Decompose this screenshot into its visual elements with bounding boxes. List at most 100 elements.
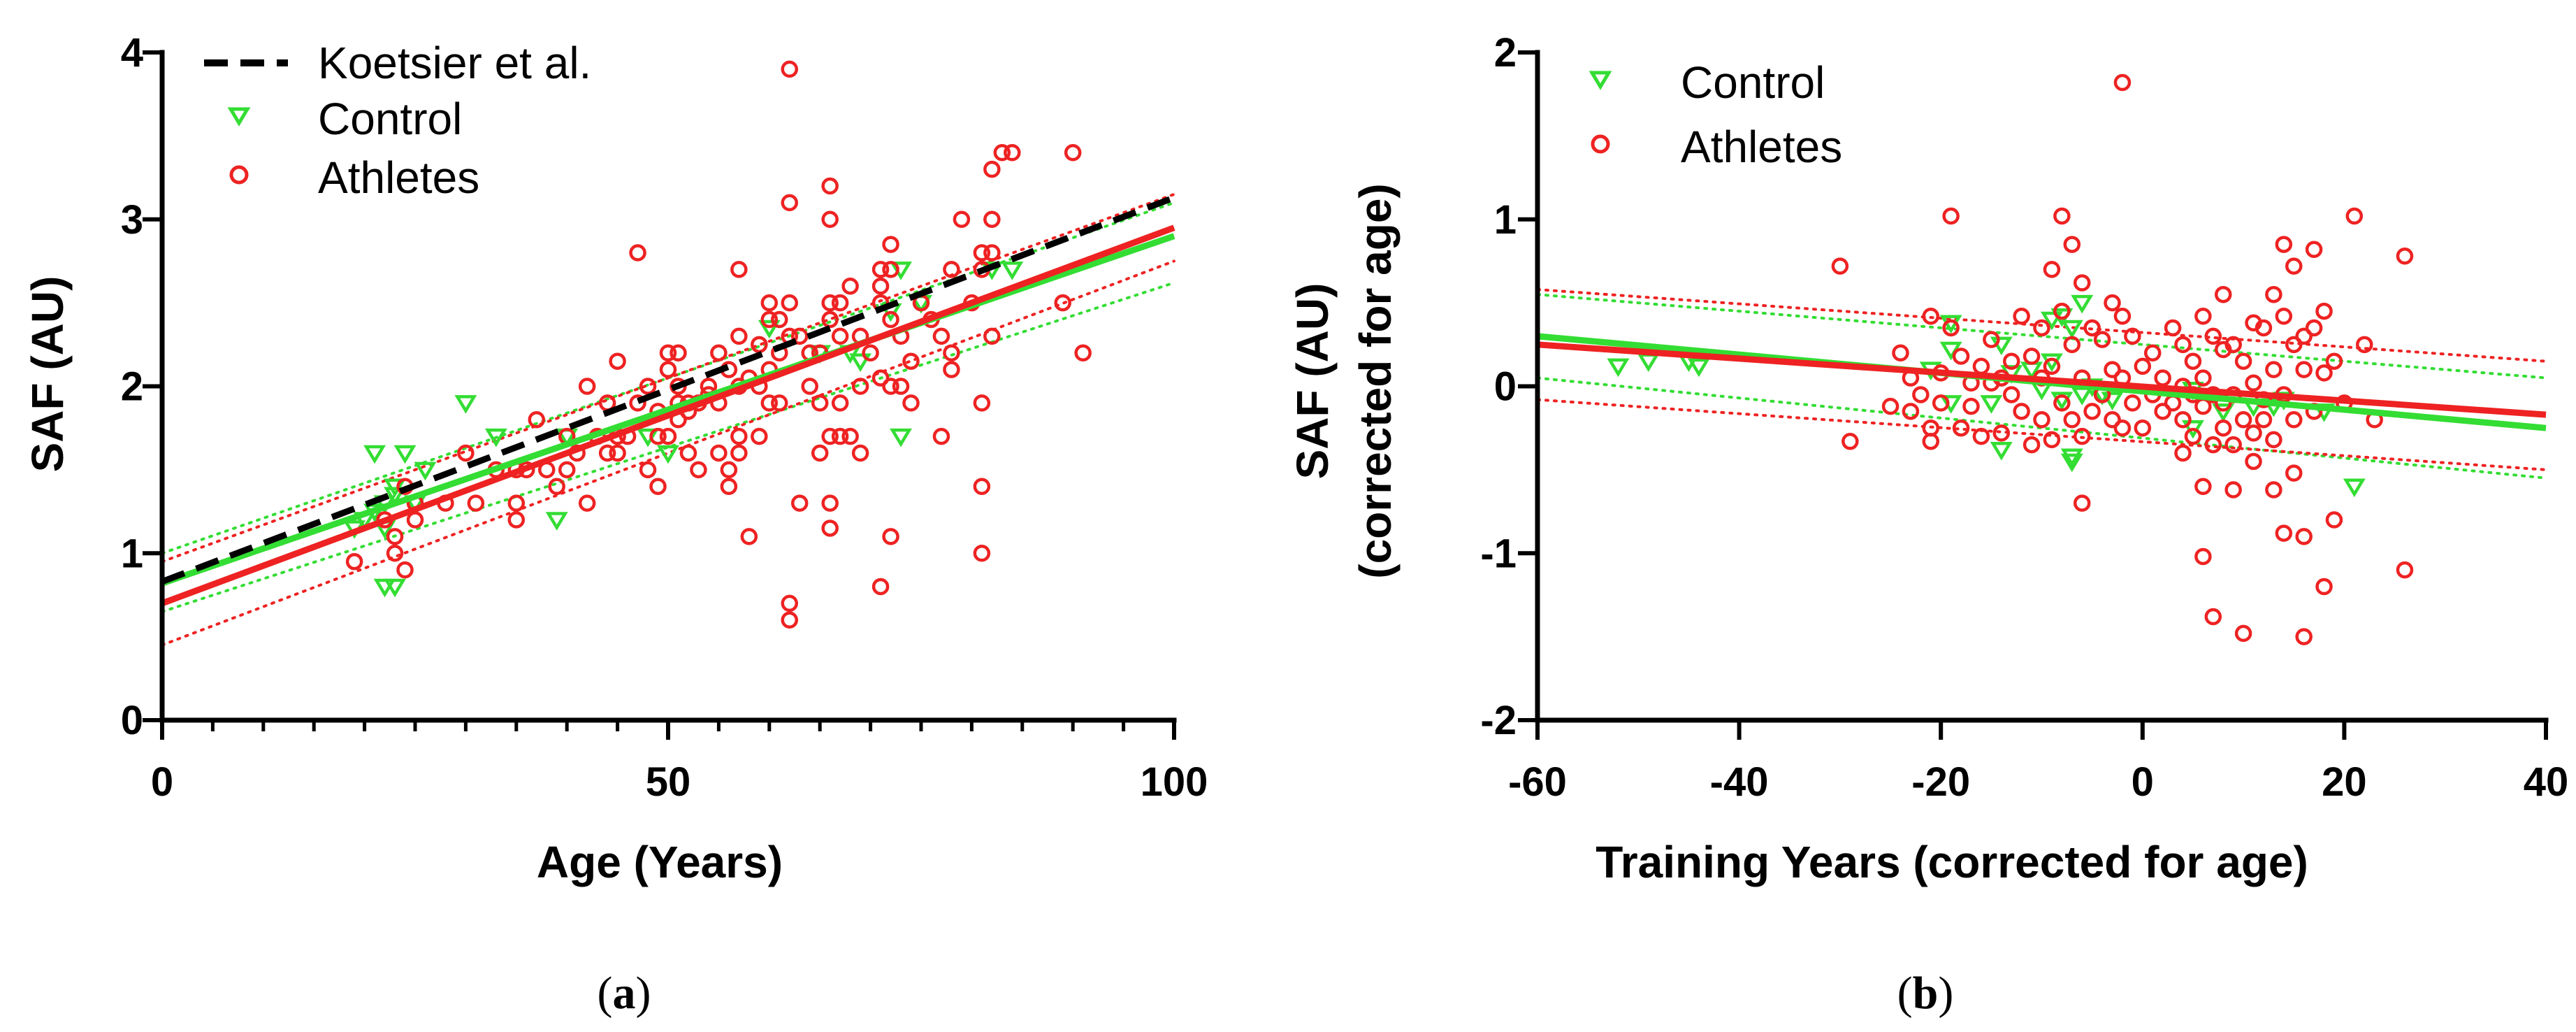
panel-b-y-tick-label: 0 bbox=[1494, 364, 1517, 410]
panel-b-control-point-3 bbox=[1687, 358, 1710, 378]
panel-a-athletes-point-92 bbox=[821, 427, 839, 445]
panel-b-athletes-point-61 bbox=[2143, 344, 2162, 361]
panel-a-athletes-point-52 bbox=[710, 344, 728, 361]
panel-b-caption-open: ( bbox=[1897, 968, 1913, 1019]
panel-b-athletes-point-15 bbox=[1952, 419, 1970, 437]
panel-b-athletes-point-110 bbox=[2285, 336, 2303, 354]
panel-b-athletes-point-98 bbox=[2255, 319, 2273, 337]
panel-a-athletes-point-16 bbox=[528, 411, 546, 429]
panel-a-athletes-point-32 bbox=[629, 394, 646, 412]
panel-b-x-axis-title: Training Years (corrected for age) bbox=[1595, 837, 2308, 887]
panel-b-control-point-8 bbox=[1980, 395, 2003, 414]
panel-a-x-tick-label: 50 bbox=[646, 759, 691, 805]
panel-a-y-tick-label: 2 bbox=[121, 364, 143, 410]
panel-a-athletes-point-125 bbox=[943, 361, 960, 378]
panel-a-control-point-25 bbox=[890, 428, 913, 447]
panel-a-athletes-point-111 bbox=[882, 261, 899, 278]
panel-a-athletes-point-103 bbox=[851, 444, 869, 462]
panel-b-athletes-point-47 bbox=[2083, 403, 2101, 420]
panel-b-athletes-point-44 bbox=[2073, 427, 2091, 445]
panel-b-athletes-point-82 bbox=[2204, 608, 2222, 626]
panel-a-athletes-point-126 bbox=[953, 210, 971, 228]
panel-a-x-tick-label: 100 bbox=[1141, 759, 1208, 805]
legend-control-label: Control bbox=[1681, 57, 1825, 108]
panel-b-athletes-point-90 bbox=[2224, 481, 2242, 499]
panel-a-athletes-point-105 bbox=[871, 261, 890, 278]
legend-koetsier-label: Koetsier et al. bbox=[318, 38, 591, 88]
panel-b-athletes-point-28 bbox=[2023, 347, 2041, 365]
panel-b-athletes-point-83 bbox=[2214, 285, 2232, 303]
panel-b-athletes-point-64 bbox=[2154, 403, 2171, 420]
panel-b-athletes-point-79 bbox=[2204, 327, 2222, 345]
panel-a-fit-lines bbox=[161, 194, 1175, 607]
panel-a-tick-labels: 0 50 100 0 1 2 3 4 bbox=[121, 30, 1208, 805]
panel-b-athletes-point-102 bbox=[2265, 361, 2282, 378]
panel-a-athletes-point-23 bbox=[578, 378, 596, 395]
panel-a-athletes-point-96 bbox=[831, 327, 849, 345]
panel-b-y-tick-label: 1 bbox=[1494, 197, 1517, 243]
panel-a-y-tick-label: 1 bbox=[121, 531, 143, 576]
panel-a-athletes-point-87 bbox=[811, 444, 829, 462]
panel-a-athletes-point-36 bbox=[649, 478, 667, 495]
panel-b-y-tick-label: -1 bbox=[1480, 531, 1517, 576]
panel-b-athletes-point-42 bbox=[2073, 274, 2091, 292]
panel-a-athletes-point-62 bbox=[730, 427, 748, 445]
panel-b-control-point-21 bbox=[2071, 294, 2094, 314]
panel-b-athletes-point-32 bbox=[2033, 411, 2050, 429]
panel-a-athletes-point-108 bbox=[871, 369, 890, 387]
legend-control-triangle-icon bbox=[1589, 71, 1612, 90]
panel-a-athletes-point-0 bbox=[345, 552, 363, 571]
panel-a-athletes-fit-line bbox=[161, 224, 1175, 607]
panel-b-athletes-point-0 bbox=[1831, 257, 1849, 275]
panel-a-athletes-point-82 bbox=[790, 494, 809, 512]
panel-a-athletes-point-121 bbox=[932, 327, 950, 345]
panel-b-athletes-point-36 bbox=[2053, 207, 2071, 225]
panel-a-y-tick-label: 0 bbox=[121, 698, 143, 743]
panel-a-athletes-point-134 bbox=[983, 210, 1001, 228]
panel-b-athletes-point-113 bbox=[2295, 327, 2313, 345]
panel-b-athletes-point-58 bbox=[2124, 394, 2141, 412]
panel-a-athletes-point-113 bbox=[882, 378, 899, 395]
panel-a-athletes-point-74 bbox=[771, 394, 788, 412]
panel-a-legend: Koetsier et al. Control Athletes bbox=[204, 38, 591, 203]
panel-a-athletes-point-130 bbox=[973, 394, 991, 412]
panel-b-control-ci-lower-line bbox=[1536, 376, 2547, 480]
panel-b-athletes-point-109 bbox=[2285, 257, 2303, 275]
panel-b-athletes-point-52 bbox=[2104, 411, 2121, 429]
panel-a-athletes-point-106 bbox=[871, 278, 890, 295]
panel-b-fit-lines bbox=[1537, 333, 2547, 431]
panel-b-athletes-point-57 bbox=[2124, 327, 2141, 345]
panel-b-athletes-point-124 bbox=[2325, 511, 2343, 529]
panel-b-axes bbox=[1518, 50, 2549, 740]
panel-b-athletes-point-105 bbox=[2275, 236, 2293, 253]
panel-b-athletes-point-11 bbox=[1932, 394, 1950, 412]
panel-b-athletes-point-86 bbox=[2214, 419, 2232, 437]
panel-a-athletes-point-112 bbox=[882, 310, 899, 329]
panel-b-athletes-point-115 bbox=[2295, 528, 2313, 545]
panel-a-control-point-13 bbox=[454, 395, 477, 414]
panel-b-athletes-point-34 bbox=[2043, 357, 2061, 375]
panel-b-athletes-point-59 bbox=[2134, 357, 2152, 375]
panel-b-athletes-point-91 bbox=[2234, 352, 2252, 370]
panel-a-athletes-point-61 bbox=[730, 261, 748, 278]
legend-athletes-circle-icon bbox=[229, 165, 249, 185]
panel-a-athletes-point-124 bbox=[943, 344, 960, 361]
panel-b-athletes-point-95 bbox=[2245, 374, 2262, 392]
panel-b-athletes-fit-line bbox=[1537, 341, 2547, 418]
panel-b-athletes-point-27 bbox=[2013, 403, 2030, 420]
panel-a-athletes-point-137 bbox=[993, 144, 1011, 162]
panel-a-caption-letter: a bbox=[613, 968, 636, 1019]
panel-a-control-point-10 bbox=[393, 445, 417, 464]
legend-athletes-circle-icon bbox=[1591, 134, 1610, 154]
panel-a-athletes-point-18 bbox=[548, 478, 565, 495]
panel-b-athletes-point-39 bbox=[2063, 236, 2081, 253]
panel-a-athletes-point-91 bbox=[821, 310, 839, 329]
panel-b-athletes-point-104 bbox=[2265, 481, 2282, 499]
panel-a-athletes-point-33 bbox=[639, 461, 657, 479]
panel-b-athletes-point-89 bbox=[2224, 436, 2242, 454]
panel-b-athletes-point-121 bbox=[2315, 364, 2333, 382]
panel-a-athletes-point-38 bbox=[659, 344, 677, 361]
panel-b-caption-letter: b bbox=[1913, 968, 1939, 1019]
legend-control-triangle-icon bbox=[227, 107, 251, 127]
panel-a-athletes-point-133 bbox=[983, 160, 1001, 178]
